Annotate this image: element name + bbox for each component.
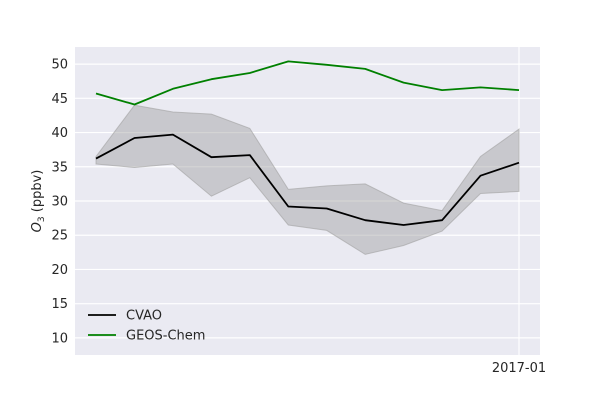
y-tick-label: 45 (51, 92, 68, 107)
y-tick-label: 25 (51, 229, 68, 244)
legend-label-cvao: CVAO (126, 309, 162, 324)
gridlines (75, 47, 540, 355)
confidence-band-layer (95, 104, 520, 255)
series-line-cvao (95, 133, 520, 226)
y-tick-label: 35 (51, 160, 68, 175)
y-tick-label: 20 (51, 263, 68, 278)
cvao-range-band (95, 104, 520, 255)
x-tick-label: 2017-01 (492, 361, 546, 376)
y-tick-label: 50 (51, 58, 68, 73)
y-axis-label-units: (ppbv) (30, 170, 45, 217)
y-tick-labels: 10 15 20 25 30 35 40 45 50 (51, 58, 68, 347)
y-axis-label: O3 (ppbv) (30, 170, 47, 233)
x-tick-labels: 2017-01 (492, 361, 546, 376)
y-tick-label: 15 (51, 297, 68, 312)
series-line-geos-chem (95, 60, 520, 106)
y-axis-label-subscript: 3 (37, 216, 47, 222)
y-tick-label: 30 (51, 195, 68, 210)
y-axis-label-main: O (30, 222, 45, 232)
y-tick-label: 40 (51, 126, 68, 141)
y-tick-label: 10 (51, 331, 68, 346)
legend: CVAO GEOS-Chem (88, 309, 205, 344)
series-layer (95, 60, 520, 226)
legend-label-geos-chem: GEOS-Chem (126, 329, 205, 344)
